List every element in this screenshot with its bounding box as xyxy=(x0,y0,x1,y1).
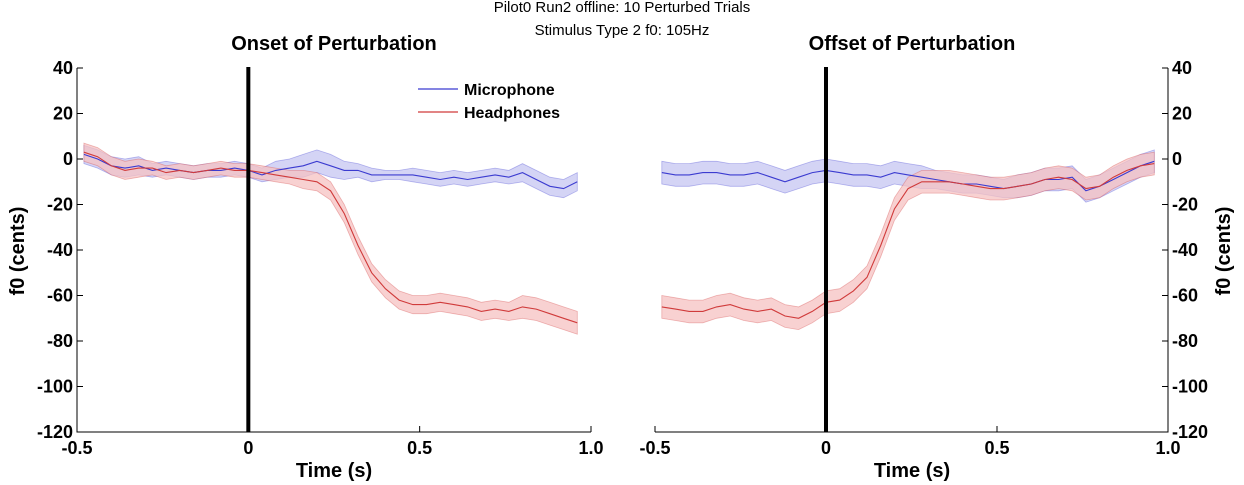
offset-y-tick-label: 40 xyxy=(1172,58,1192,78)
onset-x-tick-label: -0.5 xyxy=(61,438,92,458)
offset-x-axis-label: Time (s) xyxy=(874,460,950,482)
offset-y-tick-label: 20 xyxy=(1172,104,1192,124)
offset-y-tick-label: -60 xyxy=(1172,286,1198,306)
offset-x-tick-label: 1.0 xyxy=(1155,438,1180,458)
onset-headphones-line xyxy=(83,151,578,324)
offset-plot-area xyxy=(661,149,1155,331)
onset-y-tick-label: -100 xyxy=(37,377,73,397)
onset-y-tick-label: -40 xyxy=(47,240,73,260)
onset-y-tick-label: -20 xyxy=(47,195,73,215)
onset-y-tick-label: 40 xyxy=(53,58,73,78)
onset-y-tick-label: -120 xyxy=(37,422,73,442)
onset-microphone-line xyxy=(83,153,578,190)
onset-panel-title: Onset of Perturbation xyxy=(231,33,437,55)
offset-y-tick-label: -20 xyxy=(1172,195,1198,215)
offset-y-tick-label: -100 xyxy=(1172,377,1208,397)
onset-y-tick-label: -60 xyxy=(47,286,73,306)
legend: Microphone Headphones xyxy=(418,82,560,122)
offset-x-tick-label: 0.5 xyxy=(984,438,1009,458)
offset-y-tick-label: -40 xyxy=(1172,240,1198,260)
onset-panel: Onset of Perturbation Time (s) f0 (cents… xyxy=(7,33,604,482)
onset-headphones-error-band xyxy=(83,142,578,335)
onset-y-tick-label: 0 xyxy=(63,149,73,169)
offset-panel-title: Offset of Perturbation xyxy=(809,33,1016,55)
offset-y-axis-label: f0 (cents) xyxy=(1213,207,1235,296)
offset-x-tick-label: 0 xyxy=(821,438,831,458)
offset-y-tick-label: -120 xyxy=(1172,422,1208,442)
onset-x-axis-label: Time (s) xyxy=(296,460,372,482)
onset-y-axis-label: f0 (cents) xyxy=(7,207,29,296)
onset-x-tick-label: 1.0 xyxy=(578,438,603,458)
offset-x-tick-label: -0.5 xyxy=(639,438,670,458)
onset-y-tick-label: 20 xyxy=(53,104,73,124)
offset-headphones-line xyxy=(661,163,1155,319)
legend-headphones-label: Headphones xyxy=(464,105,560,122)
onset-y-tick-label: -80 xyxy=(47,331,73,351)
offset-panel: Offset of Perturbation Time (s) f0 (cent… xyxy=(639,33,1235,482)
legend-microphone-label: Microphone xyxy=(464,82,555,99)
suptitle-line-2: Stimulus Type 2 f0: 105Hz xyxy=(535,22,710,39)
offset-headphones-error-band xyxy=(661,151,1155,331)
onset-plot-area xyxy=(83,142,578,335)
offset-y-tick-label: 0 xyxy=(1172,149,1182,169)
offset-microphone-line xyxy=(661,160,1155,192)
onset-x-tick-label: 0.5 xyxy=(407,438,432,458)
onset-x-tick-label: 0 xyxy=(243,438,253,458)
offset-y-tick-label: -80 xyxy=(1172,331,1198,351)
suptitle-line-1: Pilot0 Run2 offline: 10 Perturbed Trials xyxy=(494,0,751,16)
